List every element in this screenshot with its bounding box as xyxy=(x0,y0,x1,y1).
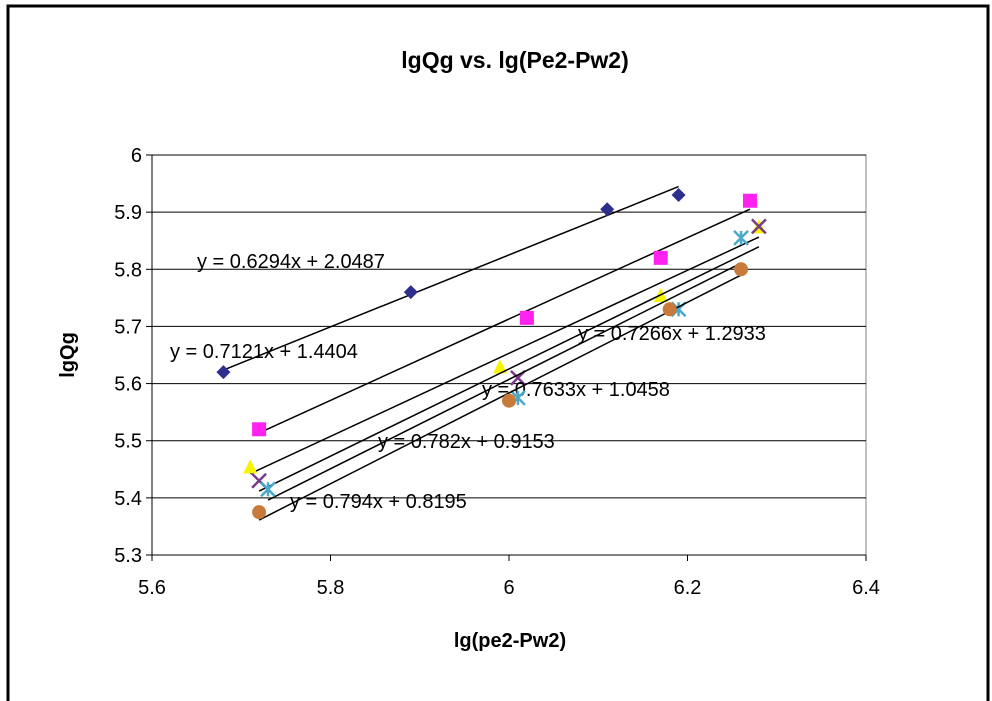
trendline xyxy=(258,246,760,492)
x-tick-label: 6.2 xyxy=(674,577,702,599)
chart-title: lgQg vs. lg(Pe2-Pw2) xyxy=(401,47,629,73)
y-tick-label: 5.9 xyxy=(114,202,142,224)
y-tick-label: 5.5 xyxy=(114,431,142,453)
data-point xyxy=(733,229,749,246)
x-axis-label: lg(pe2-Pw2) xyxy=(454,630,566,652)
data-point xyxy=(493,359,508,374)
trendline-equation: y = 0.782x + 0.9153 xyxy=(378,431,555,453)
trendline xyxy=(267,262,742,501)
data-point xyxy=(260,481,276,498)
x-tick-label: 6 xyxy=(503,577,514,599)
data-point xyxy=(216,365,231,380)
data-point xyxy=(662,302,677,317)
y-tick-label: 5.8 xyxy=(114,259,142,281)
trendline-equation: y = 0.7121x + 1.4404 xyxy=(170,341,358,363)
trendline xyxy=(223,185,679,371)
data-point xyxy=(252,422,267,437)
trendline-equation: y = 0.6294x + 2.0487 xyxy=(197,251,385,273)
y-tick-label: 6 xyxy=(131,145,142,167)
data-point xyxy=(243,459,258,474)
data-point xyxy=(671,188,686,202)
chart-frame xyxy=(6,4,990,701)
data-point xyxy=(653,250,668,265)
y-axis-label: lgQg xyxy=(57,332,79,378)
data-point xyxy=(502,393,516,408)
data-point xyxy=(742,193,757,208)
trendline-equation: y = 0.794x + 0.8195 xyxy=(290,491,467,513)
trendline xyxy=(258,208,751,434)
data-point xyxy=(252,505,267,520)
data-point xyxy=(751,218,767,235)
y-tick-label: 5.3 xyxy=(114,545,142,567)
y-tick-label: 5.4 xyxy=(114,488,142,510)
trendline xyxy=(258,274,742,521)
x-tick-label: 6.4 xyxy=(852,577,880,599)
x-tick-label: 5.6 xyxy=(138,577,166,599)
data-point xyxy=(600,202,615,217)
trendline-equation: y = 0.7633x + 1.0458 xyxy=(482,379,670,401)
y-tick-label: 5.7 xyxy=(114,316,142,338)
x-tick-label: 5.8 xyxy=(317,577,345,599)
data-point xyxy=(734,262,749,277)
data-point xyxy=(519,310,534,325)
y-tick-label: 5.6 xyxy=(114,374,142,396)
trendline-equation: y = 0.7266x + 1.2933 xyxy=(578,323,766,345)
trendline xyxy=(249,236,760,475)
data-point xyxy=(403,285,418,300)
